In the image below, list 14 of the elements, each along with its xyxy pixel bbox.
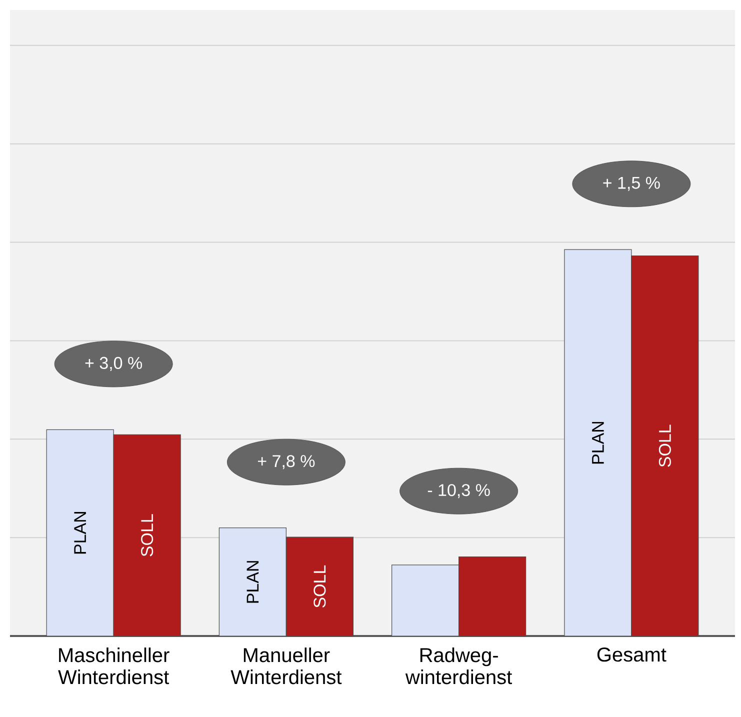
x-tick-label: Radweg-winterdienst <box>405 648 512 684</box>
annotation: + 3,0 % <box>85 356 142 371</box>
series-label: SOLL <box>658 424 671 467</box>
x-tick-label: Manueller Winterdienst <box>230 648 342 684</box>
text: SOLL <box>141 514 154 556</box>
text: PLAN <box>246 561 259 603</box>
x-tick-label: Gesamt <box>597 648 666 662</box>
annotation: - 10,3 % <box>428 484 490 498</box>
x-tick-label: Maschineller Winterdienst <box>58 648 170 684</box>
text: PLAN <box>592 422 604 464</box>
text: + 1,5 % <box>603 176 660 191</box>
series-label: PLAN <box>74 512 86 554</box>
text: SOLL <box>314 565 326 608</box>
annotation: + 7,8 % <box>258 455 315 470</box>
